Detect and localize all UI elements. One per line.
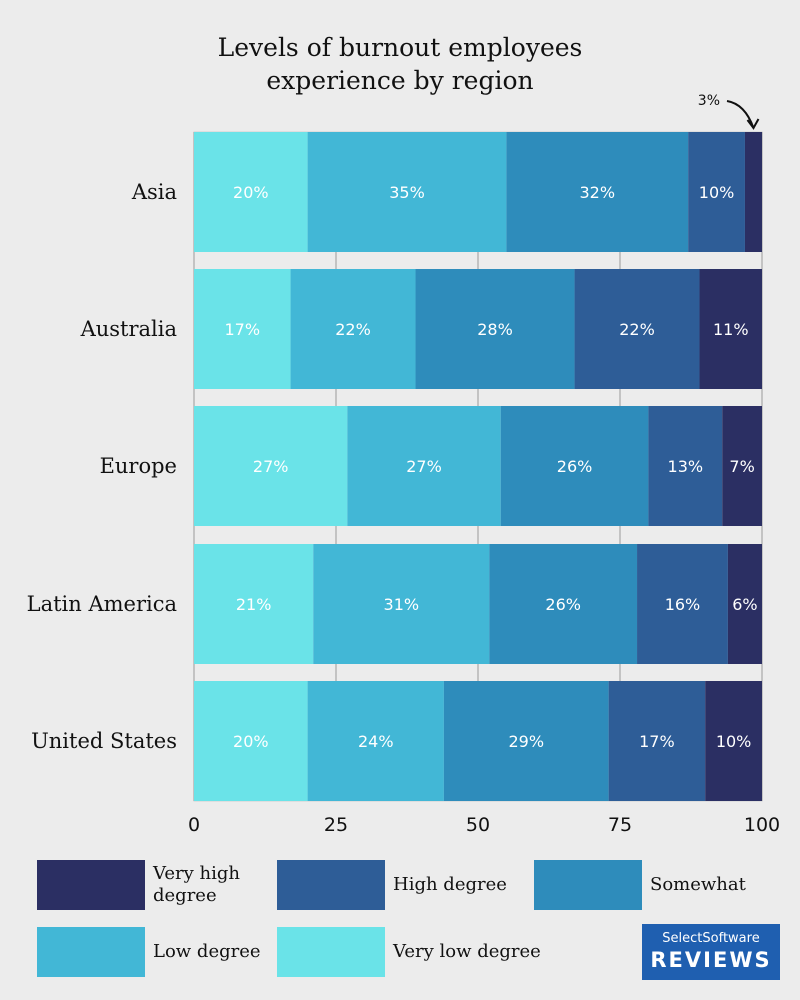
data-label: 10% bbox=[716, 732, 752, 751]
bar-latin-america-very-high-degree bbox=[727, 544, 762, 664]
data-label: 27% bbox=[406, 457, 442, 476]
bar-latin-america-somewhat bbox=[489, 544, 638, 664]
data-label: 28% bbox=[477, 320, 513, 339]
category-label: United States bbox=[31, 729, 177, 753]
bar-latin-america-low-degree bbox=[313, 544, 490, 664]
data-label: 13% bbox=[668, 457, 704, 476]
data-label: 32% bbox=[579, 183, 615, 202]
bar-united-states-low-degree bbox=[307, 681, 444, 801]
logo-line-2: REVIEWS bbox=[650, 948, 772, 972]
x-tick-label: 25 bbox=[324, 814, 348, 836]
data-label: 11% bbox=[713, 320, 749, 339]
data-label: 31% bbox=[384, 595, 420, 614]
bar-united-states-very-high-degree bbox=[705, 681, 762, 801]
annotation-label: 3% bbox=[698, 93, 720, 109]
category-label: Australia bbox=[80, 317, 177, 341]
bar-asia-low-degree bbox=[307, 132, 507, 252]
annotation-arrow bbox=[726, 100, 755, 129]
bar-latin-america-high-degree bbox=[637, 544, 728, 664]
data-label: 17% bbox=[639, 732, 675, 751]
bar-united-states-high-degree bbox=[608, 681, 706, 801]
bar-asia-very-low-degree bbox=[194, 132, 308, 252]
bar-europe-very-high-degree bbox=[722, 406, 762, 526]
data-label: 26% bbox=[545, 595, 581, 614]
bar-australia-very-low-degree bbox=[194, 269, 291, 389]
data-label: 22% bbox=[335, 320, 371, 339]
bar-australia-low-degree bbox=[290, 269, 416, 389]
bar-latin-america-very-low-degree bbox=[194, 544, 314, 664]
chart-title-line: experience by region bbox=[266, 66, 533, 95]
data-label: 17% bbox=[224, 320, 260, 339]
data-label: 24% bbox=[358, 732, 394, 751]
bar-asia-very-high-degree bbox=[744, 132, 762, 252]
bar-europe-high-degree bbox=[648, 406, 723, 526]
data-label: 21% bbox=[236, 595, 272, 614]
chart-title-line: Levels of burnout employees bbox=[218, 33, 583, 62]
bar-united-states-very-low-degree bbox=[194, 681, 308, 801]
data-label: 27% bbox=[253, 457, 289, 476]
bar-europe-low-degree bbox=[347, 406, 501, 526]
bar-australia-very-high-degree bbox=[699, 269, 762, 389]
category-label: Europe bbox=[100, 454, 177, 478]
data-label: 16% bbox=[665, 595, 701, 614]
x-tick-label: 75 bbox=[608, 814, 632, 836]
bar-asia-high-degree bbox=[688, 132, 745, 252]
bar-australia-high-degree bbox=[574, 269, 700, 389]
data-label: 7% bbox=[729, 457, 754, 476]
bar-europe-very-low-degree bbox=[194, 406, 348, 526]
x-tick-label: 0 bbox=[188, 814, 200, 836]
x-tick-label: 50 bbox=[466, 814, 490, 836]
category-label: Asia bbox=[131, 180, 177, 204]
data-label: 35% bbox=[389, 183, 425, 202]
bar-united-states-somewhat bbox=[443, 681, 609, 801]
data-label: 20% bbox=[233, 183, 269, 202]
data-label: 6% bbox=[732, 595, 757, 614]
bar-australia-somewhat bbox=[415, 269, 575, 389]
data-label: 20% bbox=[233, 732, 269, 751]
x-tick-label: 100 bbox=[744, 814, 780, 836]
annotation-arrowhead bbox=[746, 118, 760, 130]
data-label: 22% bbox=[619, 320, 655, 339]
data-label: 10% bbox=[699, 183, 735, 202]
brand-logo: SelectSoftware REVIEWS bbox=[642, 924, 780, 980]
bar-asia-somewhat bbox=[506, 132, 689, 252]
data-label: 29% bbox=[508, 732, 544, 751]
logo-line-1: SelectSoftware bbox=[662, 931, 760, 946]
category-label: Latin America bbox=[27, 592, 177, 616]
bar-europe-somewhat bbox=[500, 406, 649, 526]
data-label: 26% bbox=[557, 457, 593, 476]
